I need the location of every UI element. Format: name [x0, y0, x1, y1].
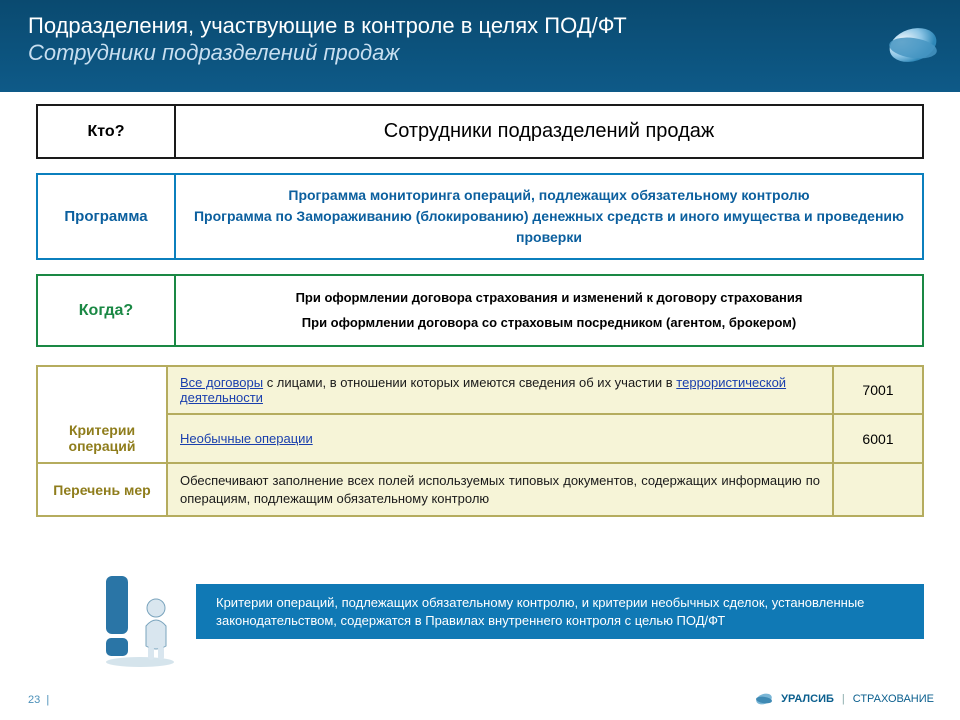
who-label: Кто?: [36, 104, 176, 159]
page-num-value: 23: [28, 694, 40, 706]
footer-brand-icon: [755, 690, 773, 708]
footer-brand: УРАЛСИБ | СТРАХОВАНИЕ: [755, 690, 934, 708]
measures-text: Обеспечивают заполнение всех полей испол…: [180, 473, 820, 506]
page-number: 23 |: [28, 694, 49, 706]
criteria-label: Критерии операций: [37, 414, 167, 463]
program-body: Программа мониторинга операций, подлежащ…: [176, 173, 924, 260]
criteria-code-2: 6001: [833, 414, 923, 463]
footer-brand-sub: СТРАХОВАНИЕ: [853, 693, 934, 705]
measures-label: Перечень мер: [37, 463, 167, 516]
criteria-body-1: Все договоры с лицами, в отношении котор…: [167, 366, 833, 414]
program-label: Программа: [36, 173, 176, 260]
when-label: Когда?: [36, 274, 176, 347]
callout-box: Критерии операций, подлежащих обязательн…: [196, 584, 924, 639]
criteria-row-2: Критерии операций Необычные операции 600…: [37, 414, 923, 463]
measures-body-ext: [833, 463, 923, 516]
attention-figure-icon: [96, 568, 184, 668]
footer-brand-name: УРАЛСИБ: [781, 693, 834, 705]
header-title: Подразделения, участвующие в контроле в …: [28, 12, 932, 40]
criteria-link-2: Необычные операции: [180, 431, 313, 446]
criteria-link-1a: Все договоры: [180, 375, 263, 390]
when-body: При оформлении договора страхования и из…: [176, 274, 924, 347]
measures-body: Обеспечивают заполнение всех полей испол…: [167, 463, 833, 516]
program-line-2: Программа по Замораживанию (блокированию…: [192, 206, 906, 248]
brand-logo-icon: [886, 18, 940, 72]
criteria-body-2: Необычные операции: [167, 414, 833, 463]
when-line-1: При оформлении договора страхования и из…: [192, 286, 906, 311]
slide-header: Подразделения, участвующие в контроле в …: [0, 0, 960, 92]
when-block: Когда? При оформлении договора страхован…: [36, 274, 924, 347]
callout-text: Критерии операций, подлежащих обязательн…: [216, 595, 864, 628]
program-block: Программа Программа мониторинга операций…: [36, 173, 924, 260]
criteria-code-1: 7001: [833, 366, 923, 414]
who-block: Кто? Сотрудники подразделений продаж: [36, 104, 924, 159]
criteria-row-1: Все договоры с лицами, в отношении котор…: [37, 366, 923, 414]
slide-content: Кто? Сотрудники подразделений продаж Про…: [0, 92, 960, 517]
header-subtitle: Сотрудники подразделений продаж: [28, 40, 932, 66]
criteria-measures-table: Все договоры с лицами, в отношении котор…: [36, 365, 924, 517]
criteria-plain-1: с лицами, в отношении которых имеются св…: [263, 375, 676, 390]
who-value: Сотрудники подразделений продаж: [176, 104, 924, 159]
measures-row: Перечень мер Обеспечивают заполнение все…: [37, 463, 923, 516]
program-line-1: Программа мониторинга операций, подлежащ…: [192, 185, 906, 206]
criteria-label-top: [37, 366, 167, 414]
footer-brand-sep: |: [842, 693, 845, 705]
when-line-2: При оформлении договора со страховым пос…: [192, 311, 906, 336]
page-num-sep: |: [46, 694, 49, 706]
